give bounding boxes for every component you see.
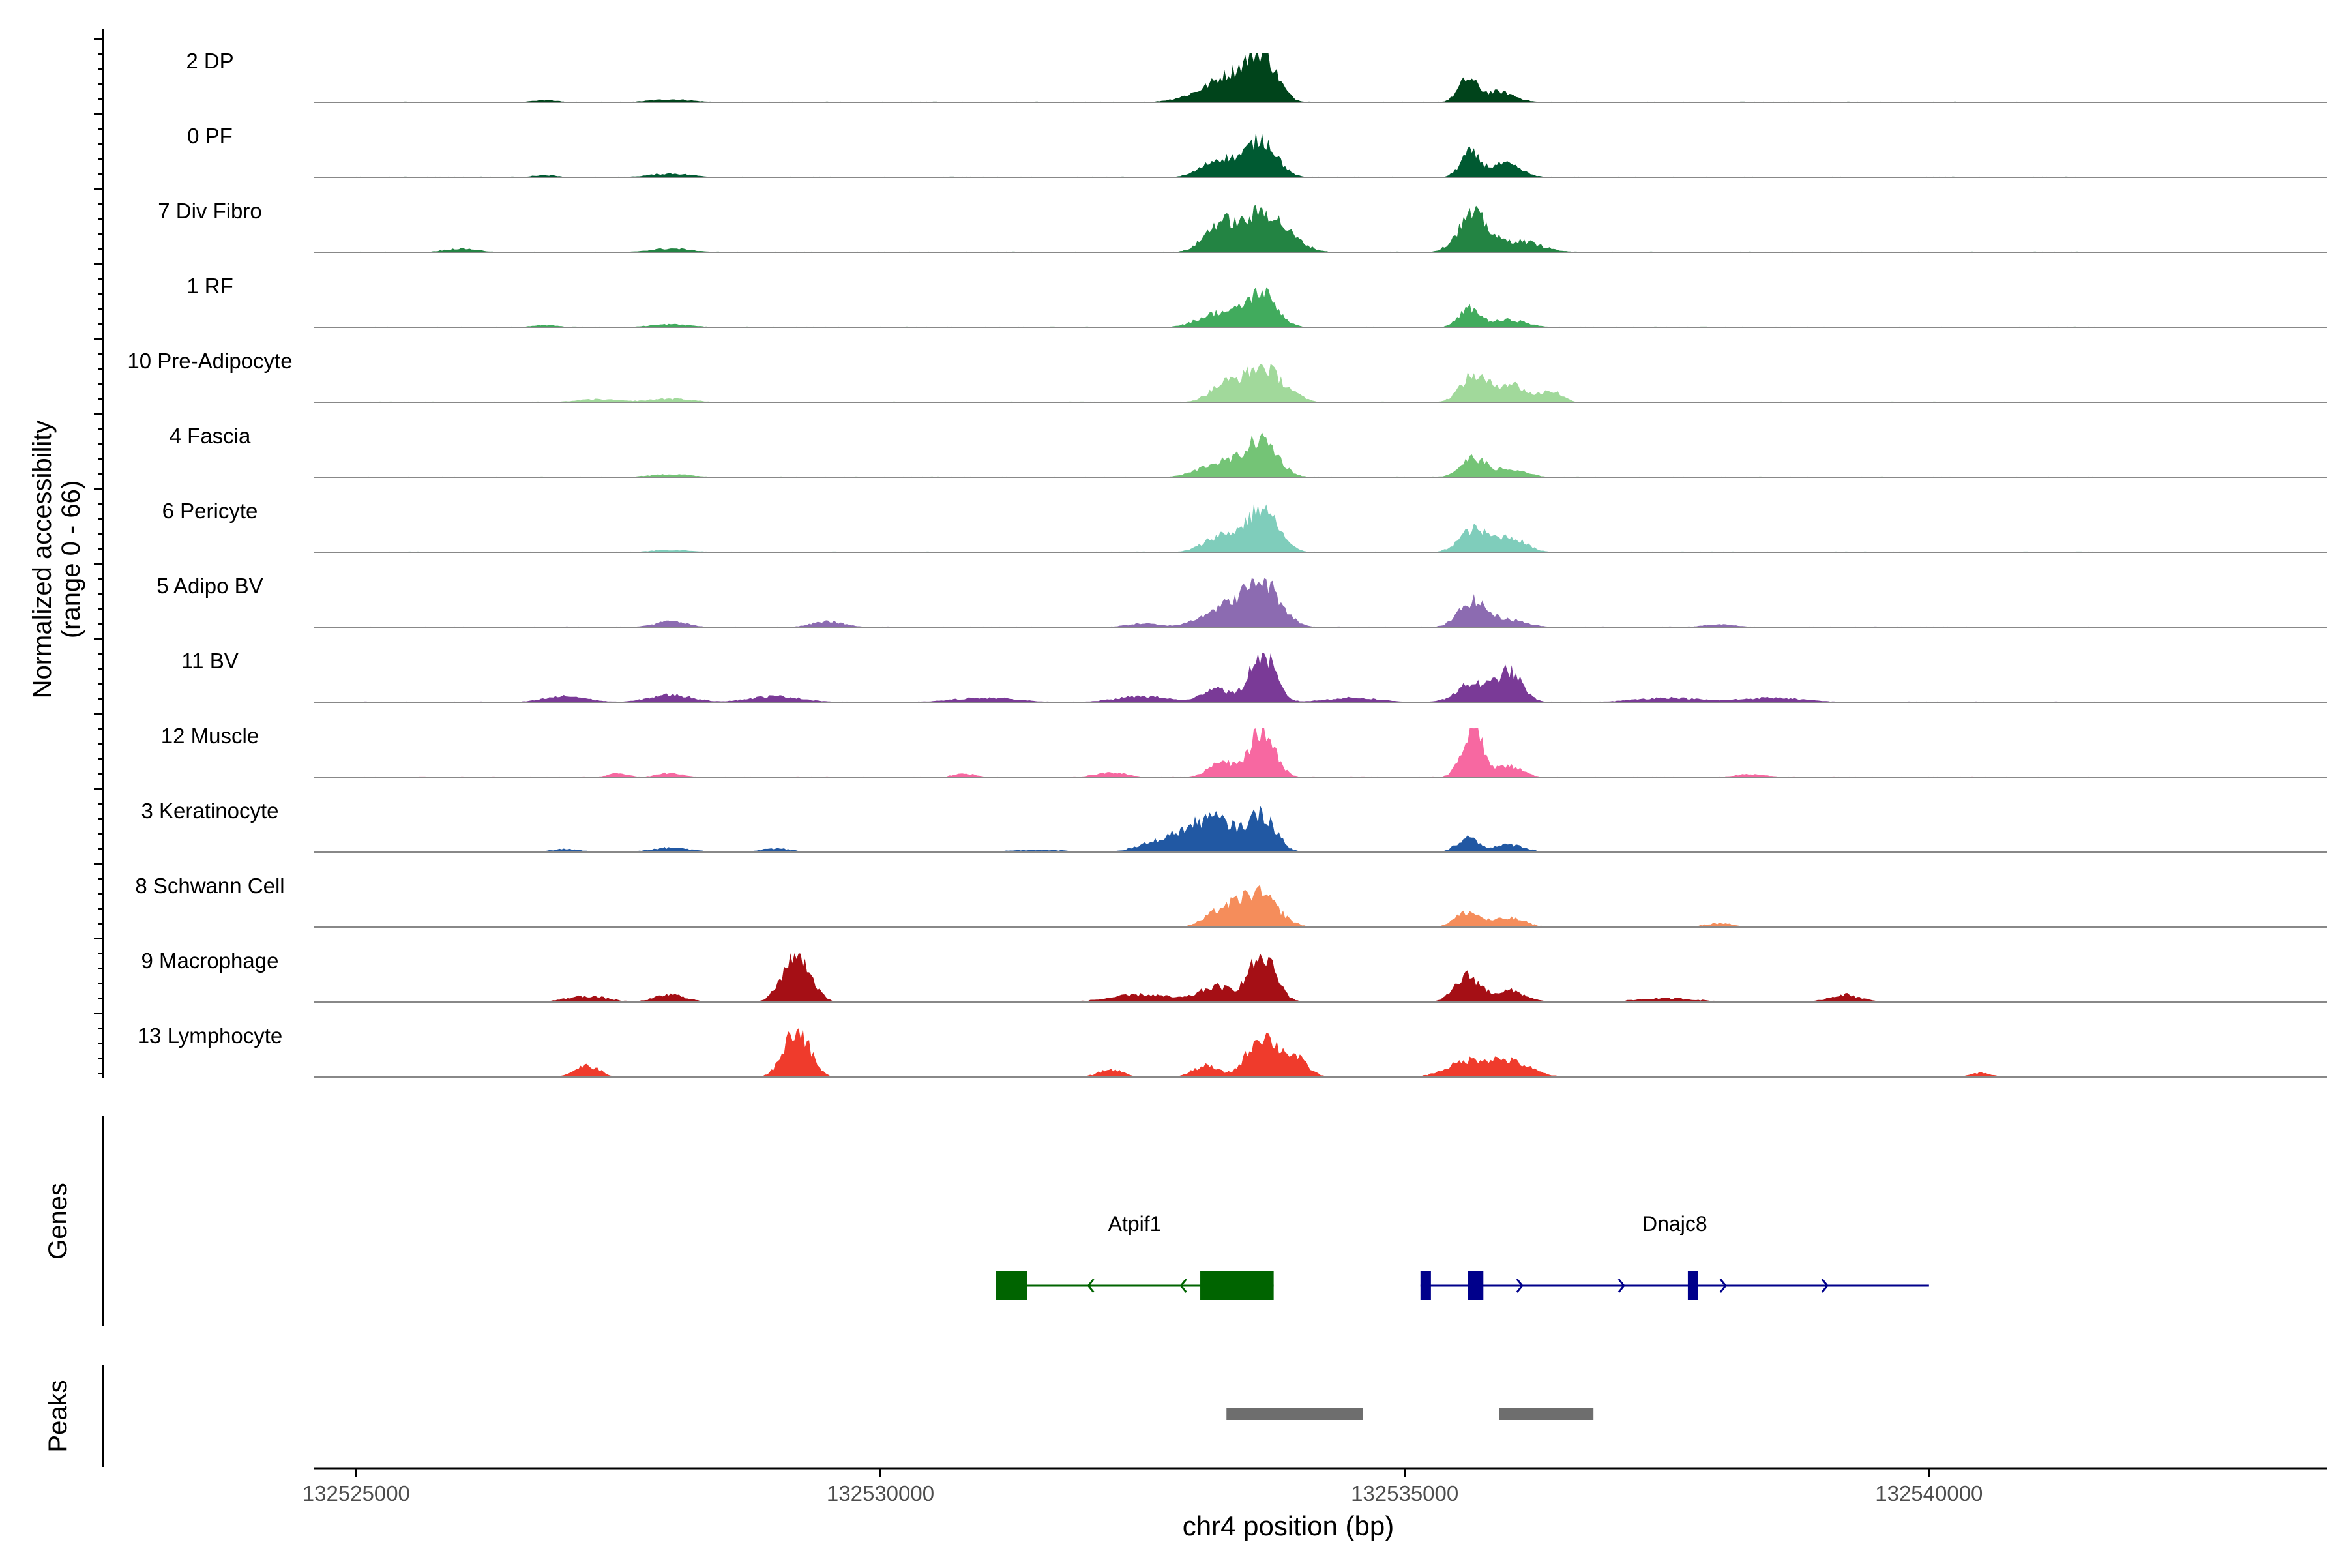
track-7-div-fibro: 7 Div Fibro (158, 199, 2327, 253)
peak-region (1226, 1408, 1363, 1420)
gene-name-label: Atpif1 (1108, 1212, 1162, 1235)
gene-atpif1: Atpif1 (996, 1212, 1274, 1300)
x-tick-label: 132525000 (303, 1481, 410, 1505)
y-axis-subtitle: (range 0 - 66) (57, 481, 85, 638)
track-label: 6 Pericyte (162, 499, 258, 523)
track-12-muscle: 12 Muscle (161, 724, 2327, 778)
track-label: 5 Adipo BV (156, 574, 263, 598)
coverage-area (356, 805, 2097, 852)
strand-chevron (1719, 1279, 1727, 1293)
track-11-bv: 11 BV (181, 649, 2327, 703)
strand-chevron (1821, 1279, 1829, 1293)
track-label: 2 DP (186, 49, 233, 73)
y-axis-title: Normalized accessibility (28, 421, 57, 699)
coverage-area (356, 132, 2097, 177)
exon (996, 1271, 1027, 1300)
track-label: 11 BV (181, 649, 238, 673)
track-2-dp: 2 DP (186, 49, 2327, 103)
track-8-schwann-cell: 8 Schwann Cell (135, 874, 2327, 928)
x-axis-title: chr4 position (bp) (1183, 1511, 1395, 1541)
coverage-area (356, 728, 2097, 777)
coverage-area (356, 53, 2097, 102)
genes-panel-label: Genes (44, 1183, 72, 1260)
track-label: 13 Lymphocyte (138, 1024, 283, 1048)
coverage-area (356, 653, 2097, 702)
peak-region (1499, 1408, 1594, 1420)
x-tick-label: 132530000 (827, 1481, 934, 1505)
strand-chevron (1087, 1279, 1095, 1293)
track-label: 8 Schwann Cell (135, 874, 284, 898)
gene-dnajc8: Dnajc8 (1420, 1212, 1929, 1300)
track-4-fascia: 4 Fascia (170, 424, 2327, 478)
peaks-panel-label: Peaks (44, 1380, 72, 1452)
gene-name-label: Dnajc8 (1642, 1212, 1707, 1235)
axis-labels: Normalized accessibility (range 0 - 66) (28, 421, 85, 699)
track-13-lymphocyte: 13 Lymphocyte (138, 1024, 2327, 1078)
exon (1468, 1271, 1484, 1300)
x-axis: 132525000 132530000 132535000 132540000 chr4… (303, 1467, 2327, 1541)
strand-chevron (1179, 1279, 1187, 1293)
peaks-panel: Peaks (44, 1365, 1594, 1467)
track-0-pf: 0 PF (187, 124, 2327, 178)
track-9-macrophage: 9 Macrophage (141, 949, 2327, 1003)
coverage-area (356, 287, 2097, 327)
genes-panel: Genes Atpif1 Dnajc8 (44, 1116, 1929, 1326)
coverage-area (356, 364, 2097, 402)
track-label: 10 Pre-Adipocyte (127, 349, 292, 373)
track-label: 9 Macrophage (141, 949, 279, 973)
coverage-area (356, 432, 2097, 477)
x-tick-label: 132540000 (1875, 1481, 1983, 1505)
x-tick-label: 132535000 (1351, 1481, 1458, 1505)
strand-chevron (1617, 1279, 1625, 1293)
track-label: 3 Keratinocyte (141, 799, 279, 823)
coverage-area (356, 205, 2097, 252)
track-6-pericyte: 6 Pericyte (162, 499, 2327, 553)
exon (1200, 1271, 1274, 1300)
track-label: 1 RF (186, 274, 233, 298)
coverage-area (356, 578, 2097, 627)
track-label: 12 Muscle (161, 724, 259, 748)
track-label: 0 PF (187, 124, 233, 148)
coverage-area (356, 885, 2097, 927)
track-1-rf: 1 RF (186, 274, 2327, 328)
coverage-area (356, 503, 2097, 552)
track-5-adipo-bv: 5 Adipo BV (156, 574, 2327, 628)
track-label: 7 Div Fibro (158, 199, 262, 223)
strand-chevron (1516, 1279, 1524, 1293)
track-3-keratinocyte: 3 Keratinocyte (141, 799, 2327, 853)
accessibility-tracks: 2 DP 0 PF 7 Div Fibro 1 RF 10 Pre-Adipocyte 4… (94, 29, 2327, 1078)
coverage-area (356, 953, 2097, 1002)
exon (1420, 1271, 1431, 1300)
track-10-pre-adipocyte: 10 Pre-Adipocyte (127, 349, 2327, 403)
track-label: 4 Fascia (170, 424, 251, 448)
coverage-area (356, 1028, 2097, 1077)
exon (1687, 1271, 1698, 1300)
